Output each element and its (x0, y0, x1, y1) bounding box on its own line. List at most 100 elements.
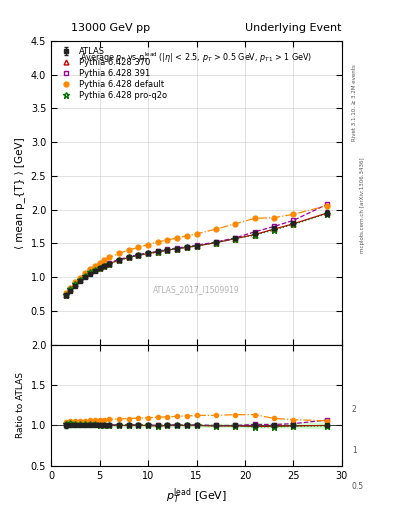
Pythia 6.428 pro-q2o (88, 269, 92, 275)
Pythia 6.428 pro-q2o (194, 243, 199, 249)
Pythia 6.428 391 (213, 239, 218, 245)
Pythia 6.428 default (73, 280, 78, 286)
Text: 13000 GeV pp: 13000 GeV pp (71, 23, 150, 33)
Pythia 6.428 pro-q2o (126, 254, 131, 261)
Text: 0.5: 0.5 (352, 482, 364, 491)
Pythia 6.428 370 (194, 243, 199, 249)
Pythia 6.428 370 (68, 286, 73, 292)
Pythia 6.428 default (165, 237, 170, 243)
Pythia 6.428 default (102, 257, 107, 263)
Pythia 6.428 pro-q2o (213, 240, 218, 246)
Pythia 6.428 370 (165, 247, 170, 253)
Pythia 6.428 370 (117, 257, 121, 263)
Text: Average $p_T$ vs $p_T^{\rm lead}$ ($|\eta|$ < 2.5, $p_T$ > 0.5 GeV, $p_{T1}$ > 1: Average $p_T$ vs $p_T^{\rm lead}$ ($|\et… (81, 50, 312, 65)
Pythia 6.428 default (107, 254, 112, 261)
Pythia 6.428 370 (175, 246, 180, 252)
Pythia 6.428 pro-q2o (63, 291, 68, 297)
Pythia 6.428 default (272, 215, 276, 221)
Pythia 6.428 pro-q2o (102, 263, 107, 269)
Pythia 6.428 391 (184, 244, 189, 250)
Pythia 6.428 370 (97, 265, 102, 271)
Pythia 6.428 370 (252, 231, 257, 238)
Pythia 6.428 pro-q2o (252, 232, 257, 238)
Pythia 6.428 pro-q2o (165, 247, 170, 253)
Line: Pythia 6.428 391: Pythia 6.428 391 (63, 202, 330, 297)
Pythia 6.428 pro-q2o (175, 246, 180, 252)
Pythia 6.428 default (213, 226, 218, 232)
Pythia 6.428 default (325, 202, 330, 208)
Pythia 6.428 pro-q2o (233, 236, 238, 242)
Pythia 6.428 default (117, 250, 121, 257)
Pythia 6.428 default (78, 274, 83, 281)
Pythia 6.428 391 (291, 217, 296, 223)
Line: Pythia 6.428 default: Pythia 6.428 default (63, 203, 330, 295)
Pythia 6.428 default (97, 260, 102, 266)
Text: Underlying Event: Underlying Event (245, 23, 342, 33)
Pythia 6.428 default (63, 290, 68, 296)
Pythia 6.428 pro-q2o (136, 252, 141, 259)
Pythia 6.428 default (92, 263, 97, 269)
Pythia 6.428 pro-q2o (73, 282, 78, 288)
Pythia 6.428 pro-q2o (155, 249, 160, 255)
Pythia 6.428 370 (291, 221, 296, 227)
Pythia 6.428 391 (83, 272, 87, 279)
Pythia 6.428 370 (92, 267, 97, 273)
Text: 1: 1 (352, 446, 356, 455)
Text: Rivet 3.1.10, ≥ 3.2M events: Rivet 3.1.10, ≥ 3.2M events (352, 64, 357, 141)
Pythia 6.428 391 (325, 201, 330, 207)
Pythia 6.428 370 (146, 250, 151, 257)
Pythia 6.428 370 (63, 291, 68, 297)
Pythia 6.428 391 (194, 242, 199, 248)
Pythia 6.428 391 (146, 250, 151, 256)
Pythia 6.428 pro-q2o (325, 210, 330, 217)
Pythia 6.428 pro-q2o (68, 286, 73, 292)
Pythia 6.428 391 (68, 286, 73, 292)
Y-axis label: ⟨ mean p_{T} ⟩ [GeV]: ⟨ mean p_{T} ⟩ [GeV] (14, 137, 25, 249)
Pythia 6.428 pro-q2o (291, 221, 296, 227)
Pythia 6.428 default (184, 233, 189, 239)
Pythia 6.428 pro-q2o (92, 267, 97, 273)
Text: mcplots.cern.ch [arXiv:1306.3436]: mcplots.cern.ch [arXiv:1306.3436] (360, 157, 365, 252)
Pythia 6.428 391 (73, 282, 78, 288)
Pythia 6.428 391 (165, 246, 170, 252)
Pythia 6.428 default (146, 242, 151, 248)
Pythia 6.428 pro-q2o (78, 276, 83, 283)
Pythia 6.428 391 (272, 223, 276, 229)
Pythia 6.428 default (175, 235, 180, 241)
X-axis label: $p_T^{\rm lead}$ [GeV]: $p_T^{\rm lead}$ [GeV] (166, 486, 227, 506)
Legend: ATLAS, Pythia 6.428 370, Pythia 6.428 391, Pythia 6.428 default, Pythia 6.428 pr: ATLAS, Pythia 6.428 370, Pythia 6.428 39… (55, 45, 168, 102)
Pythia 6.428 pro-q2o (272, 227, 276, 233)
Pythia 6.428 370 (107, 261, 112, 267)
Pythia 6.428 default (68, 285, 73, 291)
Pythia 6.428 default (291, 211, 296, 218)
Pythia 6.428 391 (233, 235, 238, 241)
Text: 2: 2 (352, 405, 356, 414)
Pythia 6.428 391 (92, 266, 97, 272)
Pythia 6.428 370 (213, 240, 218, 246)
Pythia 6.428 pro-q2o (97, 265, 102, 271)
Pythia 6.428 370 (126, 254, 131, 261)
Pythia 6.428 391 (107, 260, 112, 266)
Pythia 6.428 391 (63, 291, 68, 297)
Pythia 6.428 370 (136, 252, 141, 259)
Pythia 6.428 370 (88, 269, 92, 275)
Pythia 6.428 391 (155, 248, 160, 254)
Pythia 6.428 pro-q2o (184, 244, 189, 250)
Pythia 6.428 default (155, 239, 160, 245)
Line: Pythia 6.428 pro-q2o: Pythia 6.428 pro-q2o (62, 210, 331, 298)
Pythia 6.428 pro-q2o (117, 257, 121, 263)
Pythia 6.428 391 (252, 229, 257, 235)
Pythia 6.428 pro-q2o (146, 250, 151, 257)
Pythia 6.428 391 (117, 257, 121, 263)
Pythia 6.428 391 (102, 262, 107, 268)
Pythia 6.428 370 (155, 249, 160, 255)
Pythia 6.428 default (233, 221, 238, 227)
Y-axis label: Ratio to ATLAS: Ratio to ATLAS (16, 372, 25, 438)
Pythia 6.428 default (88, 266, 92, 272)
Pythia 6.428 default (136, 244, 141, 250)
Pythia 6.428 370 (102, 263, 107, 269)
Text: ATLAS_2017_I1509919: ATLAS_2017_I1509919 (153, 285, 240, 294)
Pythia 6.428 370 (78, 276, 83, 283)
Pythia 6.428 391 (126, 254, 131, 260)
Pythia 6.428 370 (233, 236, 238, 242)
